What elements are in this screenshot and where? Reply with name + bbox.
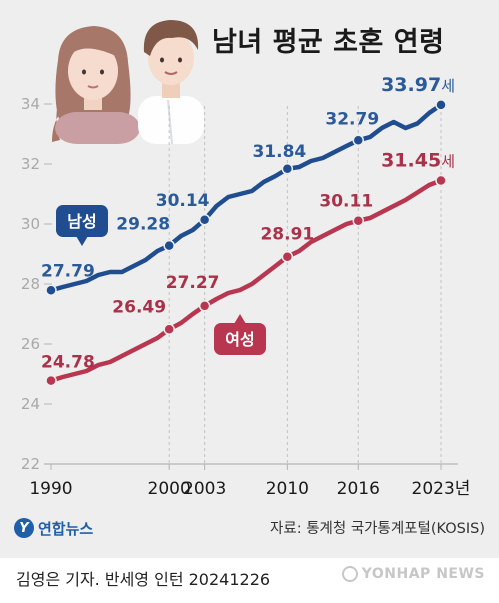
man-hair bbox=[143, 20, 199, 56]
y-tick-label: 34 bbox=[21, 95, 40, 113]
end-value: 33.97 bbox=[381, 74, 441, 96]
man-face bbox=[148, 31, 194, 85]
woman-face bbox=[68, 42, 118, 100]
data-point bbox=[45, 374, 57, 387]
yonhap-watermark-text: YONHAP NEWS bbox=[361, 566, 485, 582]
series-badge-label: 여성 bbox=[225, 330, 254, 349]
y-tick-label: 26 bbox=[21, 335, 40, 353]
yonhap-watermark-icon bbox=[341, 566, 358, 582]
yonhap-watermark: YONHAP NEWS bbox=[341, 566, 485, 582]
series-badge-pointer bbox=[76, 236, 88, 246]
woman-mouth bbox=[87, 85, 99, 89]
data-label: 29.28 bbox=[116, 215, 170, 235]
data-label: 27.79 bbox=[41, 261, 95, 281]
series-badge-label: 남성 bbox=[67, 212, 96, 231]
credit-line: 김영은 기자. 반세영 인턴 20241226 bbox=[16, 570, 271, 589]
series-badge-box bbox=[56, 205, 108, 237]
data-point bbox=[352, 134, 365, 147]
yonhap-logo: Y 연합뉴스 bbox=[14, 513, 93, 543]
data-point bbox=[352, 214, 365, 227]
couple-illustration-icon bbox=[52, 20, 204, 145]
man-eye bbox=[160, 57, 164, 63]
data-point bbox=[435, 99, 447, 111]
series-badge-pointer bbox=[234, 314, 246, 324]
data-label: 31.84 bbox=[252, 142, 306, 162]
x-tick-label: 2003 bbox=[183, 479, 226, 499]
man-eye bbox=[178, 57, 182, 63]
y-tick-label: 28 bbox=[21, 275, 40, 293]
end-value-label: 31.45세 bbox=[381, 150, 455, 172]
series-badge: 여성 bbox=[214, 314, 266, 355]
data-label: 30.14 bbox=[156, 191, 210, 211]
data-point bbox=[198, 214, 211, 226]
data-point bbox=[281, 250, 294, 263]
x-tick-label: 2016 bbox=[337, 479, 380, 499]
woman-eye bbox=[82, 69, 86, 75]
man-mouth bbox=[164, 71, 178, 75]
female-series-line bbox=[48, 178, 444, 383]
x-tick-label: 2023년 bbox=[412, 479, 471, 499]
data-label: 26.49 bbox=[112, 297, 166, 317]
data-label: 28.91 bbox=[260, 225, 314, 245]
data-point bbox=[163, 323, 175, 336]
end-value-unit: 세 bbox=[441, 153, 455, 171]
man-shirt bbox=[138, 96, 204, 144]
woman-shoulders bbox=[55, 112, 140, 144]
end-value: 31.45 bbox=[381, 150, 441, 172]
x-tick-label: 2000 bbox=[148, 479, 191, 499]
series-badge: 남성 bbox=[56, 205, 108, 246]
y-tick-label: 24 bbox=[21, 395, 40, 413]
yonhap-logo-icon: Y bbox=[14, 518, 34, 538]
source-note: 자료: 통계청 국가통계포털(KOSIS) bbox=[270, 521, 485, 537]
data-label: 30.11 bbox=[319, 192, 373, 212]
chart-title: 남녀 평균 초혼 연령 bbox=[212, 27, 445, 58]
series-badge-box bbox=[214, 323, 266, 355]
woman-bangs bbox=[66, 36, 120, 60]
y-tick-label: 32 bbox=[21, 155, 40, 173]
yonhap-logo-text: 연합뉴스 bbox=[38, 519, 94, 538]
data-point bbox=[281, 163, 294, 175]
male-series-line bbox=[48, 102, 444, 293]
man-shirt-line bbox=[167, 99, 173, 145]
x-tick-label: 1990 bbox=[29, 479, 72, 499]
data-point bbox=[163, 239, 175, 252]
data-point bbox=[45, 284, 57, 297]
x-tick-label: 2010 bbox=[266, 479, 309, 499]
data-label: 32.79 bbox=[325, 109, 379, 129]
data-label: 27.27 bbox=[166, 273, 220, 293]
y-tick-label: 22 bbox=[21, 455, 40, 473]
data-point bbox=[198, 300, 211, 312]
end-value-unit: 세 bbox=[441, 77, 455, 95]
data-point bbox=[435, 174, 447, 187]
data-label: 24.78 bbox=[41, 353, 95, 373]
y-tick-label: 30 bbox=[21, 215, 40, 233]
end-value-label: 33.97세 bbox=[381, 74, 455, 96]
woman-eye bbox=[100, 69, 104, 75]
